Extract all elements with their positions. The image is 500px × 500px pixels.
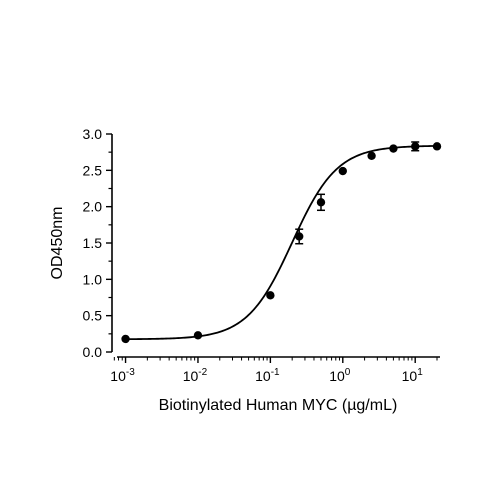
data-point [367,151,376,160]
fit-curve-layer [125,145,438,341]
y-tick-label: 0.0 [83,344,103,360]
data-point [316,198,326,207]
data-point [411,142,420,151]
data-point [294,232,304,241]
x-tick-label: 101 [402,367,424,384]
data-points-layer [121,141,442,344]
x-tick-label: 100 [329,367,351,384]
y-axis: 0.0 0.5 1.0 1.5 2.0 2.5 3.0 [83,126,113,360]
x-tick-label: 10-2 [183,367,208,384]
x-axis-title: Biotinylated Human MYC (µg/mL) [159,397,398,414]
y-tick-label: 2.0 [83,199,103,215]
data-point [389,144,398,153]
data-point [432,142,442,151]
data-point [121,334,130,344]
x-tick-label: 10-1 [255,367,280,384]
y-tick-label: 0.5 [83,308,103,324]
y-tick-label: 3.0 [83,126,103,142]
data-point [266,291,275,300]
y-tick-label: 2.5 [83,162,103,178]
y-tick-label: 1.5 [83,235,103,251]
y-tick-label: 1.0 [83,271,103,287]
x-tick-label: 10-3 [110,367,135,384]
data-point [193,331,203,340]
data-point [338,166,347,176]
x-axis: 10-3 10-2 10-1 100 101 [110,356,440,384]
y-axis-title: OD450nm [49,207,66,280]
fit-curve [125,145,438,341]
